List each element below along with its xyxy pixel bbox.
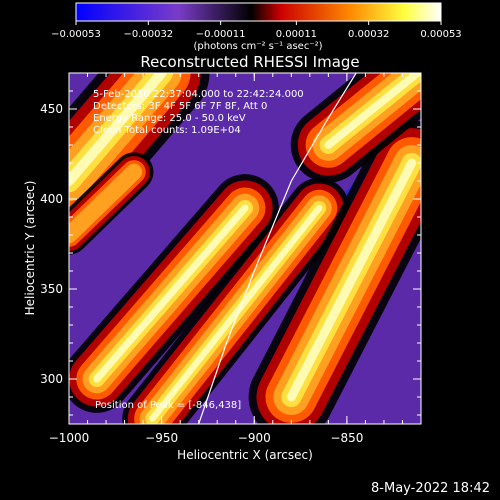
peak-position-label: Position of Peak = [-846,438] (95, 400, 241, 411)
plot-frame (68, 72, 422, 425)
y-tick-label: 400 (40, 192, 63, 206)
annotation-line: 5-Feb-2010 22:37:04.000 to 22:42:24.000 (93, 89, 304, 100)
x-tick-label: −1000 (49, 431, 90, 445)
bright-band-4 (290, 73, 421, 183)
datestamp: 8-May-2022 18:42 (371, 481, 490, 496)
chart-title: Reconstructed RHESSI Image (140, 53, 359, 71)
y-tick-label: 350 (40, 282, 63, 296)
x-tick-label: −850 (330, 431, 363, 445)
annotations: 5-Feb-2010 22:37:04.000 to 22:42:24.000D… (93, 89, 304, 136)
annotation-line: Detectors: 3F 4F 5F 6F 7F 8F, Att 0 (93, 101, 267, 112)
colorbar-tick-label: −0.00053 (51, 29, 101, 40)
colorbar-tick-label: 0.00011 (276, 29, 317, 40)
solar-limb-curve (198, 73, 357, 424)
bright-band-0 (69, 73, 210, 229)
y-tick-label: 450 (40, 102, 63, 116)
x-axis-label: Heliocentric X (arcsec) (177, 448, 313, 462)
bright-band-2 (122, 177, 350, 424)
bright-band-3 (248, 120, 421, 424)
colorbar-label: (photons cm⁻² s⁻¹ asec⁻²) (193, 41, 322, 52)
bright-band-1 (69, 174, 279, 413)
colorbar-tick-label: −0.00032 (123, 29, 173, 40)
colorbar-tick-label: 0.00053 (420, 29, 461, 40)
x-axis-ticks: −1000 −950 −900 −850 (49, 73, 422, 445)
y-axis-ticks: 300 350 400 450 (40, 72, 421, 416)
annotation-line: Energy Range: 25.0 - 50.0 keV (93, 113, 246, 124)
bright-band-5 (69, 152, 154, 255)
colorbar (75, 2, 442, 22)
colorbar-tick-label: −0.00011 (196, 29, 246, 40)
colorbar-tick-label: 0.00032 (348, 29, 389, 40)
x-tick-label: −900 (238, 431, 271, 445)
y-axis-label: Heliocentric Y (arcsec) (23, 181, 37, 316)
annotation-line: Clean Total counts: 1.09E+04 (93, 125, 241, 136)
colorbar-ticks: −0.00053 −0.00032 −0.00011 0.00011 0.00032 0.… (51, 21, 462, 40)
heatmap-image (69, 73, 421, 424)
y-tick-label: 300 (40, 372, 63, 386)
x-tick-label: −950 (145, 431, 178, 445)
